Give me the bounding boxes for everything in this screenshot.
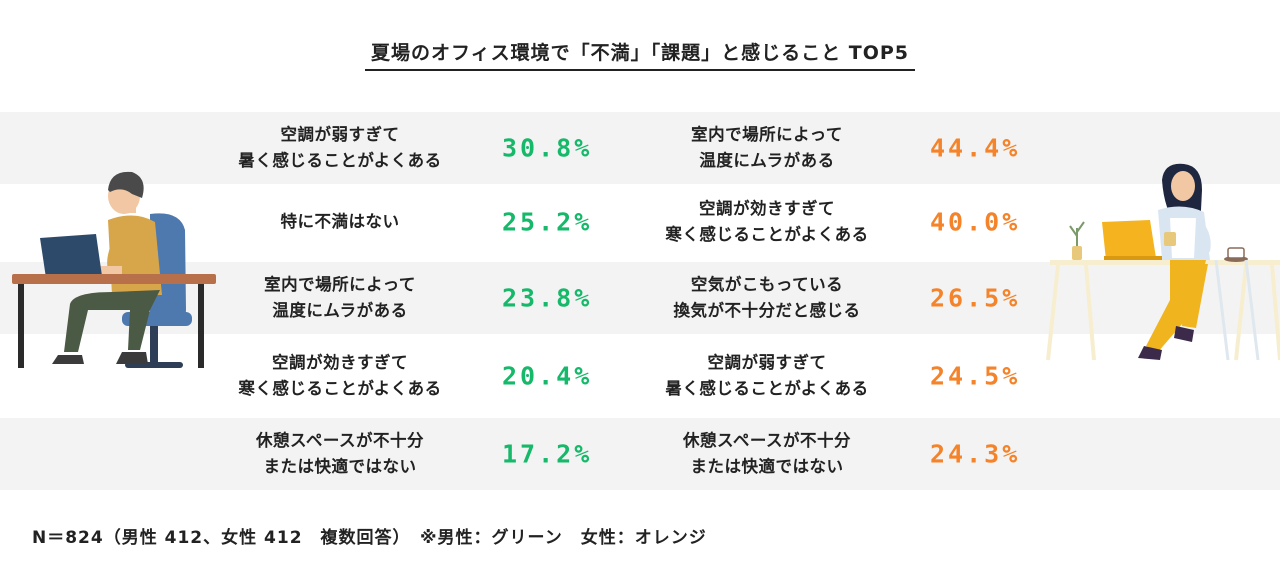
female-item-label: 休憩スペースが不十分 または快適ではない <box>627 428 907 480</box>
page-title: 夏場のオフィス環境で「不満」「課題」と感じること TOP5 <box>0 38 1280 71</box>
label-line: 空調が効きすぎて <box>699 199 835 218</box>
label-line: 空調が弱すぎて <box>280 125 400 144</box>
male-office-worker-illustration <box>12 171 216 368</box>
male-percentage: 30.8% <box>502 133 593 163</box>
sample-note: N＝824（男性 412、女性 412 複数回答） ※男性：グリーン 女性：オレ… <box>32 528 707 548</box>
female-item-label: 室内で場所によって 温度にムラがある <box>627 122 907 174</box>
male-item-label: 空調が弱すぎて 暑く感じることがよくある <box>200 122 480 174</box>
label-line: 空調が効きすぎて <box>272 353 408 372</box>
label-line: 温度にムラがある <box>699 151 835 170</box>
female-percentage: 40.0% <box>930 207 1021 237</box>
title-text: 夏場のオフィス環境で「不満」「課題」と感じること TOP5 <box>365 38 915 71</box>
female-item-label: 空調が効きすぎて 寒く感じることがよくある <box>627 196 907 248</box>
ranking-row-5: 休憩スペースが不十分 または快適ではない 17.2% 休憩スペースが不十分 また… <box>0 418 1280 490</box>
label-line: 暑く感じることがよくある <box>665 379 869 398</box>
female-item-label: 空調が弱すぎて 暑く感じることがよくある <box>627 350 907 402</box>
female-percentage: 24.5% <box>930 361 1021 391</box>
label-line: 空気がこもっている <box>690 275 844 294</box>
label-line: または快適ではない <box>690 457 844 476</box>
male-item-label: 空調が効きすぎて 寒く感じることがよくある <box>200 350 480 402</box>
row-band-1 <box>0 112 1280 184</box>
male-item-label: 特に不満はない <box>200 209 480 235</box>
female-item-label: 空気がこもっている 換気が不十分だと感じる <box>627 272 907 324</box>
ranking-row-4: 空調が効きすぎて 寒く感じることがよくある 20.4% 空調が弱すぎて 暑く感じ… <box>0 340 1280 412</box>
label-line: 寒く感じることがよくある <box>238 379 442 398</box>
ranking-row-1: 空調が弱すぎて 暑く感じることがよくある 30.8% 室内で場所によって 温度に… <box>0 112 1280 184</box>
label-line: 換気が不十分だと感じる <box>673 301 861 320</box>
label-line: 室内で場所によって <box>691 125 843 144</box>
male-percentage: 17.2% <box>502 439 593 469</box>
female-percentage: 26.5% <box>930 283 1021 313</box>
label-line: 空調が弱すぎて <box>707 353 827 372</box>
row-band-5 <box>0 418 1280 490</box>
male-percentage: 20.4% <box>502 361 593 391</box>
label-line: 室内で場所によって <box>264 275 416 294</box>
male-percentage: 23.8% <box>502 283 593 313</box>
female-office-worker-illustration <box>1046 163 1280 361</box>
male-percentage: 25.2% <box>502 207 593 237</box>
label-line: または快適ではない <box>263 457 417 476</box>
label-line: 暑く感じることがよくある <box>238 151 442 170</box>
label-line: 寒く感じることがよくある <box>665 225 869 244</box>
ranking-row-3: 室内で場所によって 温度にムラがある 23.8% 空気がこもっている 換気が不十… <box>0 262 1280 334</box>
female-percentage: 24.3% <box>930 439 1021 469</box>
female-percentage: 44.4% <box>930 133 1021 163</box>
label-line: 休憩スペースが不十分 <box>682 431 852 450</box>
label-line: 休憩スペースが不十分 <box>255 431 425 450</box>
male-item-label: 室内で場所によって 温度にムラがある <box>200 272 480 324</box>
label-line: 特に不満はない <box>280 212 400 231</box>
ranking-row-2: 特に不満はない 25.2% 空調が効きすぎて 寒く感じることがよくある 40.0… <box>0 186 1280 258</box>
label-line: 温度にムラがある <box>272 301 408 320</box>
male-item-label: 休憩スペースが不十分 または快適ではない <box>200 428 480 480</box>
